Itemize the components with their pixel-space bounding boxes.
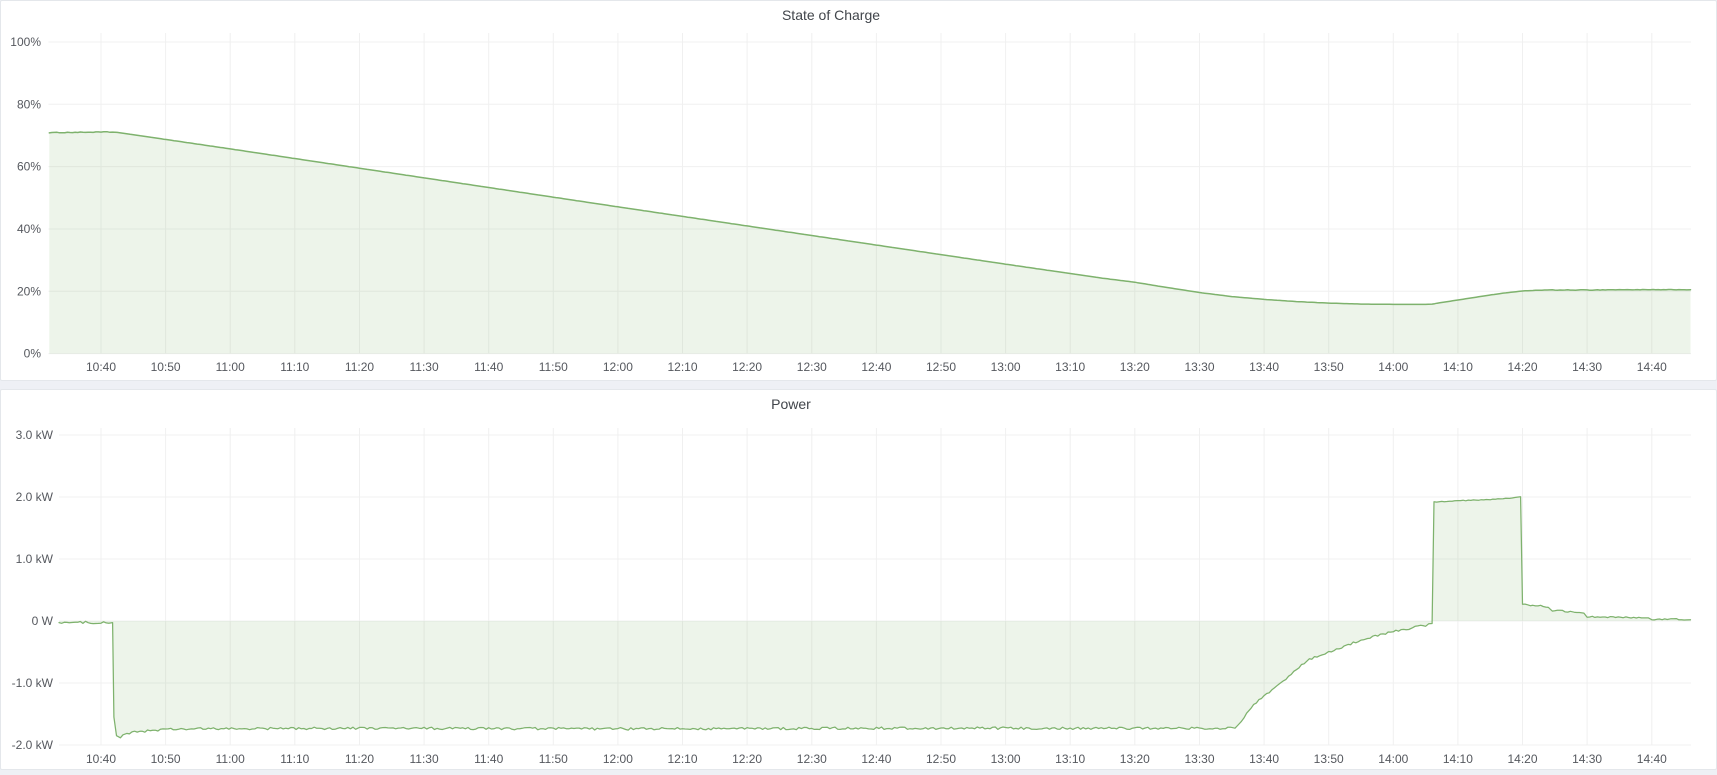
panel-power: 3.0 kW 2.0 kW 1.0 kW 0 W -1.0 kW -2.0 kW 10:40…: [0, 389, 1717, 770]
x-tick-label: 11:20: [345, 752, 374, 766]
x-tick-label: 13:30: [1184, 360, 1214, 374]
x-tick-label: 14:40: [1637, 360, 1667, 374]
x-tick-label: 12:10: [667, 752, 697, 766]
y-tick-label: 20%: [17, 284, 41, 298]
x-tick-label: 12:40: [861, 752, 891, 766]
x-tick-label: 13:40: [1249, 360, 1279, 374]
x-tick-label: 13:00: [991, 360, 1021, 374]
x-tick-label: 11:40: [474, 360, 503, 374]
x-tick-label: 10:50: [151, 752, 181, 766]
x-tick-label: 12:10: [667, 360, 697, 374]
x-tick-label: 13:50: [1314, 752, 1344, 766]
y-tick-label: 80%: [17, 97, 41, 111]
x-tick-label: 11:10: [280, 752, 309, 766]
y-tick-label: 0 W: [32, 614, 54, 628]
x-tick-label: 14:10: [1443, 360, 1473, 374]
state-of-charge-chart[interactable]: 100% 80% 60% 40% 20% 0% 10:40 10:50 11:00 11:10 11…: [1, 1, 1716, 380]
power-chart[interactable]: 3.0 kW 2.0 kW 1.0 kW 0 W -1.0 kW -2.0 kW 10:40…: [1, 390, 1716, 769]
x-tick-label: 13:40: [1249, 752, 1279, 766]
x-tick-label: 11:00: [216, 360, 245, 374]
x-tick-label: 13:20: [1120, 360, 1150, 374]
y-tick-label: 60%: [17, 160, 41, 174]
x-tick-label: 13:20: [1120, 752, 1150, 766]
y-tick-label: 3.0 kW: [16, 428, 54, 442]
x-tick-label: 13:10: [1055, 752, 1085, 766]
x-tick-label: 12:50: [926, 752, 956, 766]
x-tick-label: 12:00: [603, 752, 633, 766]
x-tick-label: 13:30: [1184, 752, 1214, 766]
x-tick-label: 14:30: [1572, 752, 1602, 766]
x-tick-label: 14:40: [1637, 752, 1667, 766]
x-tick-label: 11:40: [474, 752, 503, 766]
y-tick-label: 1.0 kW: [16, 552, 54, 566]
series-area: [59, 496, 1691, 738]
x-tick-label: 11:30: [410, 360, 439, 374]
x-tick-label: 14:20: [1507, 360, 1537, 374]
x-tick-label: 12:40: [861, 360, 891, 374]
x-tick-label: 13:00: [991, 752, 1021, 766]
x-tick-label: 10:40: [86, 752, 116, 766]
plot-area[interactable]: [59, 428, 1691, 745]
x-tick-label: 12:20: [732, 360, 762, 374]
x-tick-label: 12:20: [732, 752, 762, 766]
x-tick-label: 14:00: [1378, 360, 1408, 374]
panel-title-state-of-charge[interactable]: State of Charge: [781, 7, 881, 23]
series-line: [48, 131, 1692, 306]
panel-state-of-charge: 100% 80% 60% 40% 20% 0% 10:40 10:50 11:00 11:10 11…: [0, 0, 1717, 381]
plot-area[interactable]: [49, 33, 1692, 354]
x-tick-label: 11:00: [216, 752, 245, 766]
x-tick-label: 10:40: [86, 360, 116, 374]
x-tick-label: 12:00: [603, 360, 633, 374]
x-tick-label: 12:30: [797, 752, 827, 766]
panel-title-power[interactable]: Power: [771, 396, 811, 412]
y-tick-label: -2.0 kW: [12, 738, 54, 752]
x-tick-label: 14:10: [1443, 752, 1473, 766]
series-line: [58, 496, 1692, 739]
x-tick-label: 12:30: [797, 360, 827, 374]
x-tick-label: 11:50: [539, 360, 568, 374]
x-tick-label: 11:20: [345, 360, 374, 374]
x-tick-label: 14:30: [1572, 360, 1602, 374]
x-tick-label: 11:30: [410, 752, 439, 766]
x-tick-label: 12:50: [926, 360, 956, 374]
x-tick-label: 13:50: [1314, 360, 1344, 374]
y-tick-label: 0%: [24, 347, 42, 361]
x-tick-label: 11:50: [539, 752, 568, 766]
x-tick-label: 14:00: [1378, 752, 1408, 766]
x-tick-label: 11:10: [280, 360, 309, 374]
x-tick-label: 13:10: [1055, 360, 1085, 374]
x-tick-label: 14:20: [1507, 752, 1537, 766]
y-tick-label: -1.0 kW: [12, 676, 54, 690]
y-tick-label: 100%: [10, 35, 41, 49]
x-tick-label: 10:50: [151, 360, 181, 374]
y-tick-label: 2.0 kW: [16, 490, 54, 504]
series-area: [49, 131, 1691, 354]
y-tick-label: 40%: [17, 222, 41, 236]
